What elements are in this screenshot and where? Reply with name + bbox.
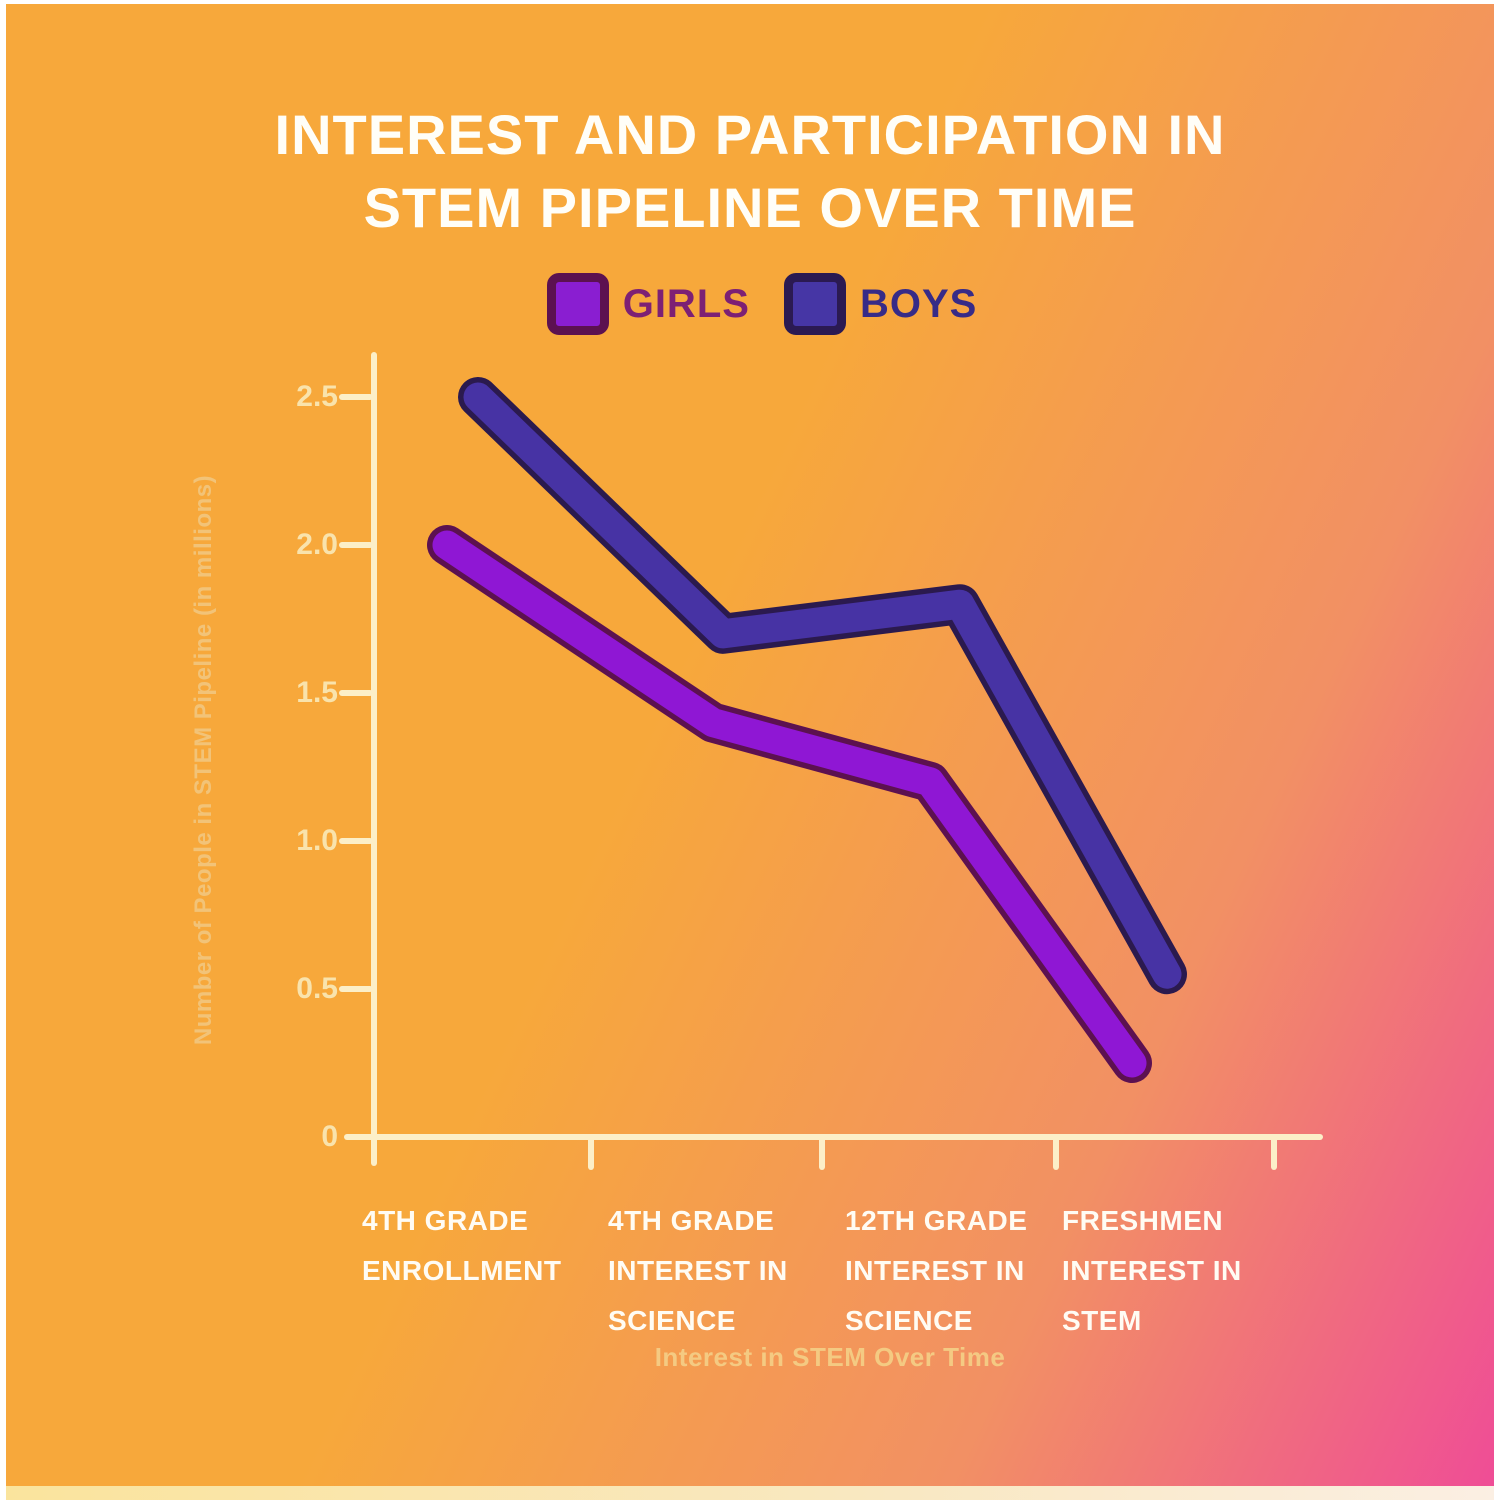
y-tick-label: 2.5 <box>296 380 338 413</box>
y-axis-title: Number of People in STEM Pipeline (in mi… <box>190 474 217 1046</box>
girls-swatch-icon <box>546 273 609 335</box>
y-tick-label: 2.0 <box>296 528 338 561</box>
legend-item-girls: GIRLS <box>546 273 750 335</box>
legend-item-boys: BOYS <box>783 273 978 335</box>
category-label: 4TH GRADE ENROLLMENT <box>362 1205 562 1286</box>
y-tick-label: 1.0 <box>296 824 338 857</box>
page-title: INTEREST AND PARTICIPATION IN STEM PIPEL… <box>0 98 1500 244</box>
legend-label-boys: BOYS <box>859 281 978 326</box>
title-line-1: INTEREST AND PARTICIPATION IN <box>274 103 1226 166</box>
y-tick-label: 1.5 <box>296 676 338 709</box>
boys-line <box>463 382 1182 989</box>
y-tick-label: 0 <box>321 1120 338 1153</box>
bottom-edge-strip <box>6 1486 1494 1500</box>
x-axis-title: Interest in STEM Over Time <box>654 1342 1006 1372</box>
category-label: 12TH GRADE INTEREST IN SCIENCE <box>845 1205 1028 1336</box>
legend-label-girls: GIRLS <box>622 281 750 326</box>
boys-swatch-icon <box>783 273 846 335</box>
title-line-2: STEM PIPELINE OVER TIME <box>363 176 1137 239</box>
y-tick-label: 0.5 <box>296 972 338 1005</box>
girls-line <box>432 530 1147 1078</box>
chart-legend: GIRLS BOYS <box>12 272 1500 336</box>
category-label: FRESHMEN INTEREST IN STEM <box>1062 1205 1242 1336</box>
category-label: 4TH GRADE INTEREST IN SCIENCE <box>608 1205 788 1336</box>
